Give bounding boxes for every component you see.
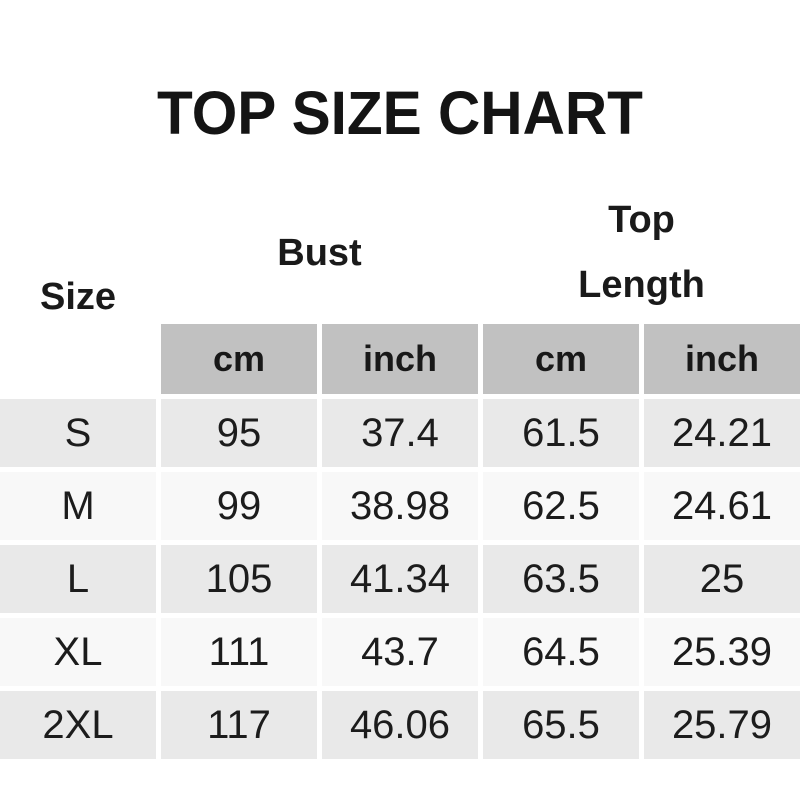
group-header-row: Size Bust Top Length bbox=[0, 187, 800, 319]
bust-cm-cell: 95 bbox=[161, 399, 317, 467]
top-length-line-2: Length bbox=[578, 264, 705, 306]
bust-cm-cell: 99 bbox=[161, 472, 317, 540]
length-cm-header: cm bbox=[483, 324, 639, 394]
length-cm-cell: 65.5 bbox=[483, 691, 639, 759]
bust-inch-cell: 38.98 bbox=[322, 472, 478, 540]
bust-cm-cell: 105 bbox=[161, 545, 317, 613]
table-body: S 95 37.4 61.5 24.21 M 99 38.98 62.5 24.… bbox=[0, 399, 800, 759]
bust-cm-cell: 117 bbox=[161, 691, 317, 759]
size-chart-table: Size Bust Top Length cm inch cm inch S 9… bbox=[0, 182, 800, 764]
bust-cm-header: cm bbox=[161, 324, 317, 394]
table-row-xl: XL 111 43.7 64.5 25.39 bbox=[0, 618, 800, 686]
size-cell: 2XL bbox=[0, 691, 156, 759]
unit-header-row: cm inch cm inch bbox=[0, 324, 800, 394]
bust-inch-cell: 46.06 bbox=[322, 691, 478, 759]
table-row-l: L 105 41.34 63.5 25 bbox=[0, 545, 800, 613]
size-cell: L bbox=[0, 545, 156, 613]
length-cm-cell: 64.5 bbox=[483, 618, 639, 686]
table-row-2xl: 2XL 117 46.06 65.5 25.79 bbox=[0, 691, 800, 759]
length-cm-cell: 62.5 bbox=[483, 472, 639, 540]
length-inch-cell: 24.61 bbox=[644, 472, 800, 540]
length-inch-cell: 25.39 bbox=[644, 618, 800, 686]
bust-cm-cell: 111 bbox=[161, 618, 317, 686]
length-inch-header: inch bbox=[644, 324, 800, 394]
bust-inch-cell: 43.7 bbox=[322, 618, 478, 686]
bust-inch-cell: 37.4 bbox=[322, 399, 478, 467]
size-cell: S bbox=[0, 399, 156, 467]
unit-header-spacer bbox=[0, 324, 156, 394]
length-inch-cell: 25.79 bbox=[644, 691, 800, 759]
size-column-header: Size bbox=[39, 276, 117, 318]
bust-group-header: Bust bbox=[277, 231, 362, 274]
table-header: Size Bust Top Length cm inch cm inch bbox=[0, 187, 800, 394]
bust-inch-header: inch bbox=[322, 324, 478, 394]
length-inch-cell: 25 bbox=[644, 545, 800, 613]
bust-inch-cell: 41.34 bbox=[322, 545, 478, 613]
length-cm-cell: 63.5 bbox=[483, 545, 639, 613]
table-row-s: S 95 37.4 61.5 24.21 bbox=[0, 399, 800, 467]
length-inch-cell: 24.21 bbox=[644, 399, 800, 467]
page-title: TOP SIZE CHART bbox=[157, 79, 643, 147]
table-row-m: M 99 38.98 62.5 24.61 bbox=[0, 472, 800, 540]
top-length-line-1: Top bbox=[608, 198, 675, 241]
length-cm-cell: 61.5 bbox=[483, 399, 639, 467]
top-length-group-header: Top Length bbox=[483, 187, 800, 319]
size-cell: M bbox=[0, 472, 156, 540]
size-cell: XL bbox=[0, 618, 156, 686]
